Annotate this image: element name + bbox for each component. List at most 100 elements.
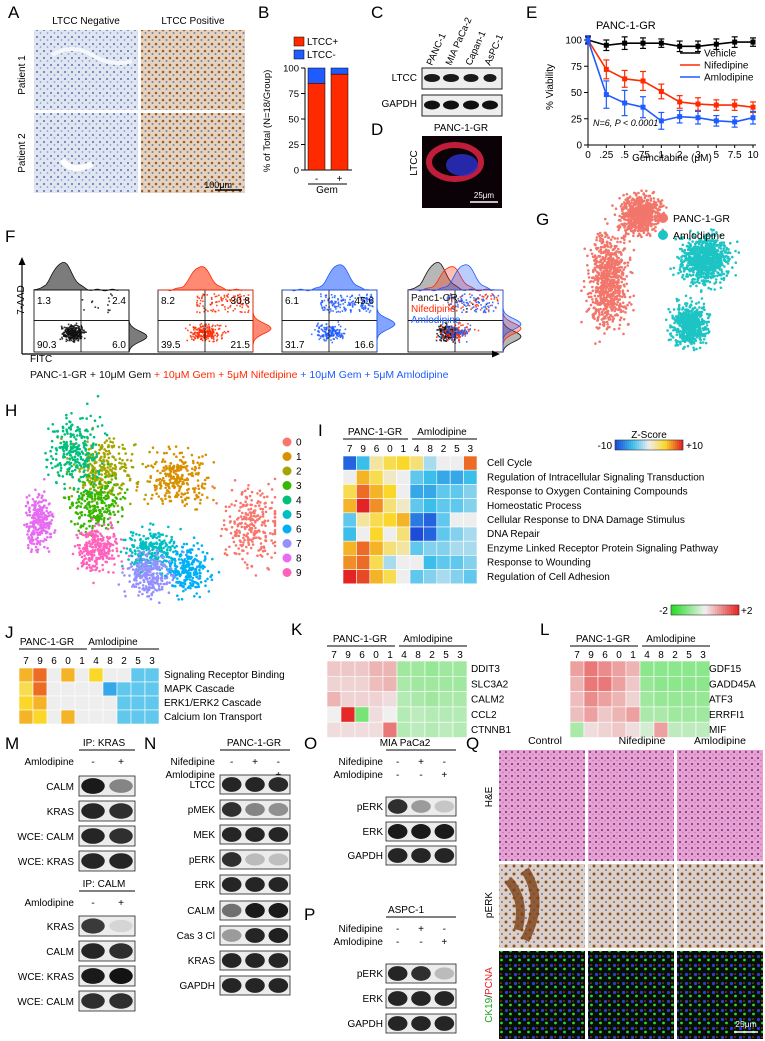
cell-event <box>360 296 363 299</box>
blot-band <box>463 74 479 82</box>
cell-point <box>594 274 598 278</box>
cell-point <box>627 215 630 219</box>
cell-point <box>273 551 277 555</box>
cell-event <box>360 305 362 307</box>
cell-event <box>339 311 341 313</box>
cell-event <box>350 311 352 313</box>
cell-event <box>327 299 329 302</box>
cell-event <box>82 329 84 332</box>
cell-event <box>482 296 485 298</box>
cell-event <box>216 301 218 303</box>
cell-event <box>323 299 326 302</box>
cell-event <box>192 326 195 329</box>
cell-point <box>669 326 672 329</box>
x-tick-label: .75 <box>636 150 650 161</box>
cell-point <box>704 252 708 255</box>
cell-event <box>443 328 446 330</box>
cell-point <box>649 197 653 200</box>
cell-event <box>77 339 79 342</box>
cell-point <box>690 337 694 341</box>
cell-event <box>449 337 451 340</box>
cell-point <box>675 342 678 346</box>
cell-event <box>80 326 83 328</box>
cell-event <box>465 305 467 307</box>
cell-point <box>587 295 591 299</box>
cell-event <box>201 297 203 300</box>
cell-event <box>461 330 464 332</box>
cell-event <box>447 331 450 333</box>
cell-point <box>623 295 627 299</box>
cell-event <box>449 303 452 306</box>
cell-point <box>647 215 650 219</box>
data-point <box>640 104 646 110</box>
cell-event <box>464 333 466 335</box>
cell-event <box>448 304 451 307</box>
cell-event <box>331 341 334 344</box>
cell-point <box>629 223 632 227</box>
cell-event <box>68 332 71 335</box>
cell-point <box>681 306 685 309</box>
cell-point <box>615 281 619 285</box>
cell-event <box>443 331 446 334</box>
cell-event <box>486 296 488 299</box>
cell-point <box>582 279 586 283</box>
cell-event <box>333 296 336 299</box>
x-tick-label: 10 <box>747 150 759 161</box>
cell-event <box>446 330 448 332</box>
cell-point <box>580 320 583 324</box>
cell-event <box>332 327 335 330</box>
cell-event <box>70 333 72 336</box>
cell-event <box>191 331 193 334</box>
cell-event <box>441 331 444 333</box>
cell-event <box>444 325 447 328</box>
cell-event <box>199 330 202 333</box>
cell-event <box>74 324 76 327</box>
cell-point <box>197 487 201 491</box>
cell-event <box>211 298 213 300</box>
cell-point <box>691 322 695 325</box>
legend-label: LTCC+ <box>307 37 338 48</box>
cell-event <box>80 335 83 338</box>
cell-point <box>235 532 238 536</box>
cell-point <box>691 247 695 250</box>
y-tick-label: 0 <box>294 166 299 177</box>
cell-event <box>458 340 460 342</box>
cell-point <box>596 303 599 306</box>
cell-event <box>64 335 66 338</box>
cell-event <box>440 328 442 330</box>
cell-point <box>718 268 722 271</box>
cell-event <box>208 325 210 327</box>
cell-point <box>594 311 597 314</box>
cell-event <box>198 331 200 333</box>
cell-event <box>453 308 455 310</box>
cell-point <box>703 283 706 287</box>
cell-point <box>264 505 267 509</box>
cell-event <box>221 300 223 302</box>
cell-event <box>211 325 213 328</box>
cell-event <box>475 301 478 304</box>
cell-point <box>615 298 619 301</box>
cell-event <box>327 329 330 332</box>
cell-point <box>698 281 701 285</box>
data-point <box>622 40 628 46</box>
cell-point <box>244 500 247 504</box>
cell-event <box>481 307 483 309</box>
cell-event <box>497 300 499 302</box>
cell-point <box>636 234 640 238</box>
cell-event <box>451 326 453 328</box>
dot-plot-frame <box>33 289 130 353</box>
cell-event <box>322 330 324 332</box>
cell-event <box>189 331 192 334</box>
cell-event <box>447 301 449 304</box>
data-point <box>603 42 609 48</box>
cell-event <box>483 306 485 308</box>
cell-point <box>618 298 622 301</box>
cell-point <box>701 306 704 310</box>
cell-event <box>222 332 224 334</box>
cell-point <box>644 219 647 222</box>
cell-point <box>610 307 613 311</box>
cell-event <box>224 332 227 334</box>
cell-point <box>695 247 698 251</box>
cell-point <box>177 489 181 493</box>
cell-point <box>624 311 627 314</box>
